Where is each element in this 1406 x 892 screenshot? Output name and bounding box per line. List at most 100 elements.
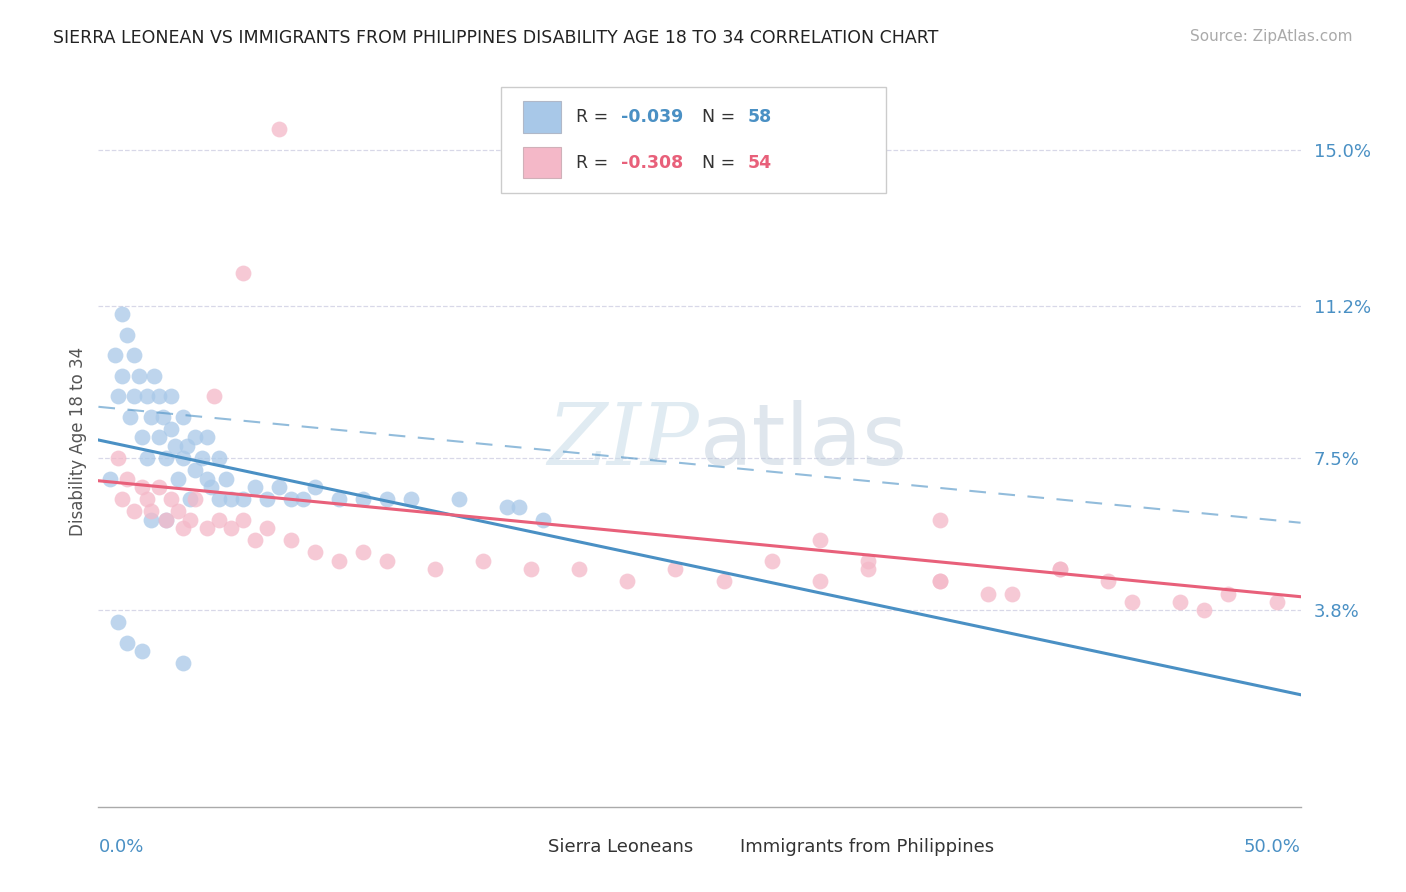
Point (118, 409, 141, 424)
Point (447, 491, 470, 506)
Text: Source: ZipAtlas.com: Source: ZipAtlas.com (1189, 29, 1353, 44)
Point (280, 533, 302, 548)
Point (232, 266, 254, 280)
Point (1001, 586, 1024, 600)
Point (352, 491, 374, 506)
Point (761, 554, 783, 568)
Text: Sierra Leoneans: Sierra Leoneans (548, 838, 693, 856)
Text: ZIP: ZIP (547, 401, 699, 483)
Point (856, 562, 879, 576)
Point (202, 389, 225, 403)
Point (232, 491, 254, 506)
Point (179, 491, 201, 506)
Point (141, 513, 163, 527)
Point (111, 368, 134, 383)
Point (208, 450, 231, 465)
Point (141, 504, 163, 518)
Point (117, 636, 139, 650)
Point (256, 491, 278, 506)
Point (135, 389, 157, 403)
Point (148, 430, 170, 444)
Point (243, 533, 266, 548)
FancyBboxPatch shape (513, 838, 540, 856)
Text: Immigrants from Philippines: Immigrants from Philippines (741, 838, 994, 856)
Point (111, 491, 134, 506)
Text: atlas: atlas (699, 400, 907, 483)
Text: R =: R = (575, 153, 613, 171)
Point (1265, 595, 1288, 609)
Point (148, 480, 170, 494)
Point (664, 562, 686, 576)
Point (131, 430, 153, 444)
Point (124, 504, 146, 518)
Point (152, 409, 174, 424)
Point (1097, 574, 1119, 589)
Point (713, 574, 735, 589)
Point (856, 554, 879, 568)
Point (304, 480, 326, 494)
Point (1049, 562, 1071, 576)
Point (107, 450, 129, 465)
Point (761, 102, 783, 116)
Point (128, 368, 150, 383)
FancyBboxPatch shape (523, 102, 561, 133)
Point (399, 491, 422, 506)
Point (472, 554, 495, 568)
Point (135, 491, 157, 506)
Point (107, 615, 129, 630)
Point (243, 480, 266, 494)
Point (117, 471, 139, 485)
Point (100, 471, 122, 485)
FancyBboxPatch shape (523, 146, 561, 178)
Point (200, 480, 222, 494)
Point (172, 657, 194, 671)
Point (208, 491, 231, 506)
Point (977, 586, 1000, 600)
Point (215, 471, 238, 485)
FancyBboxPatch shape (706, 838, 733, 856)
Point (219, 521, 242, 535)
Point (928, 513, 950, 527)
Text: 50.0%: 50.0% (1244, 838, 1301, 856)
Point (208, 513, 231, 527)
Point (142, 368, 165, 383)
Point (291, 491, 314, 506)
Point (219, 491, 242, 506)
Point (1218, 586, 1240, 600)
Point (520, 562, 543, 576)
Point (131, 480, 153, 494)
Point (131, 644, 153, 658)
Point (928, 574, 950, 589)
Point (104, 348, 127, 362)
Point (1121, 595, 1143, 609)
Point (107, 389, 129, 403)
Point (423, 562, 446, 576)
Point (183, 430, 205, 444)
Text: SIERRA LEONEAN VS IMMIGRANTS FROM PHILIPPINES DISABILITY AGE 18 TO 34 CORRELATIO: SIERRA LEONEAN VS IMMIGRANTS FROM PHILIP… (53, 29, 939, 46)
Point (616, 574, 638, 589)
Text: N =: N = (702, 108, 741, 126)
Y-axis label: Disability Age 18 to 34: Disability Age 18 to 34 (69, 347, 87, 536)
Point (166, 504, 188, 518)
Point (352, 545, 374, 559)
Point (117, 327, 139, 342)
FancyBboxPatch shape (501, 87, 886, 193)
Point (1170, 595, 1192, 609)
Point (328, 491, 350, 506)
Point (124, 389, 146, 403)
Point (124, 348, 146, 362)
Point (256, 521, 278, 535)
Point (172, 409, 194, 424)
Point (179, 513, 201, 527)
Point (508, 500, 530, 515)
Point (172, 450, 194, 465)
Point (155, 513, 177, 527)
Text: 58: 58 (748, 108, 772, 126)
Point (159, 389, 181, 403)
Point (195, 471, 218, 485)
Point (496, 500, 519, 515)
Point (267, 480, 290, 494)
Point (111, 307, 134, 321)
Point (375, 554, 398, 568)
Text: 0.0%: 0.0% (98, 838, 143, 856)
